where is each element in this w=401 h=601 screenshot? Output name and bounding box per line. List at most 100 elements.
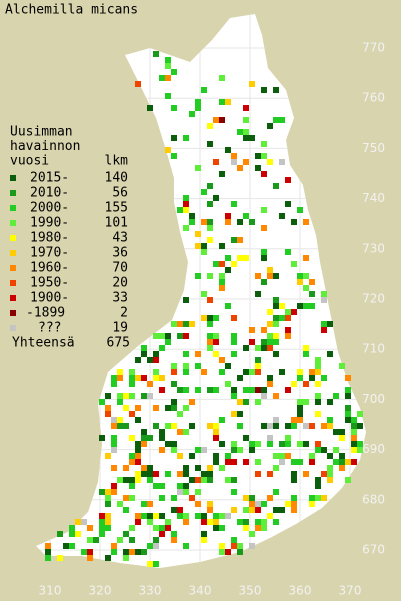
record-square [333,429,339,435]
record-square [201,513,207,519]
record-square [345,375,351,381]
y-tick-label: 760 [362,91,385,105]
record-square [249,219,255,225]
record-square [201,87,207,93]
record-square [315,441,321,447]
record-square [267,339,273,345]
record-square [177,483,183,489]
record-square [261,387,267,393]
record-square [207,225,213,231]
record-square [303,471,309,477]
x-tick-label: 310 [39,584,62,598]
record-square [225,459,231,465]
record-square [297,303,303,309]
record-square [255,459,261,465]
record-square [135,375,141,381]
record-square [207,519,213,525]
y-tick-label: 710 [362,342,385,356]
record-square [171,537,177,543]
record-square [183,363,189,369]
record-square [285,435,291,441]
record-square [261,153,267,159]
record-square [297,399,303,405]
record-square [243,435,249,441]
record-square [237,423,243,429]
record-square [171,423,177,429]
record-square [303,303,309,309]
record-square [189,219,195,225]
record-square [123,405,129,411]
record-square [297,411,303,417]
record-square [243,135,249,141]
x-tick-label: 360 [289,584,312,598]
y-tick-label: 680 [362,492,385,506]
record-square [219,357,225,363]
record-square [159,495,165,501]
record-square [129,495,135,501]
record-square [159,513,165,519]
record-square [243,213,249,219]
record-square [159,435,165,441]
legend-heading: vuosi [10,154,49,169]
record-square [201,291,207,297]
record-square [273,417,279,423]
legend-swatch [10,220,16,226]
record-square [207,387,213,393]
record-square [231,201,237,207]
record-square [219,369,225,375]
legend-label: 1900- [30,291,69,306]
record-square [255,399,261,405]
record-square [249,531,255,537]
record-square [165,423,171,429]
record-square [177,513,183,519]
record-square [225,363,231,369]
record-square [195,387,201,393]
legend-label: ??? [38,321,61,336]
record-square [213,339,219,345]
record-square [213,195,219,201]
record-square [303,285,309,291]
record-square [315,411,321,417]
record-square [105,513,111,519]
record-square [189,477,195,483]
record-square [195,105,201,111]
record-square [273,423,279,429]
record-square [321,447,327,453]
record-square [309,291,315,297]
legend-swatch [10,175,16,181]
legend-count: 155 [105,201,128,216]
record-square [213,117,219,123]
record-square [99,513,105,519]
record-square [261,345,267,351]
record-square [231,507,237,513]
record-square [273,519,279,525]
record-square [141,429,147,435]
record-square [237,165,243,171]
record-square [207,219,213,225]
record-square [159,531,165,537]
record-square [261,327,267,333]
record-square [213,387,219,393]
record-square [171,135,177,141]
record-square [153,471,159,477]
record-square [147,465,153,471]
record-square [57,555,63,561]
record-square [285,423,291,429]
record-square [165,333,171,339]
record-square [129,381,135,387]
record-square [219,243,225,249]
record-square [249,441,255,447]
legend-label: 1990- [30,216,69,231]
record-square [123,507,129,513]
record-square [315,369,321,375]
record-square [153,51,159,57]
record-square [267,435,273,441]
record-square [237,543,243,549]
record-square [345,459,351,465]
record-square [159,525,165,531]
record-square [243,255,249,261]
record-square [183,135,189,141]
record-square [237,375,243,381]
record-square [243,495,249,501]
record-square [333,459,339,465]
